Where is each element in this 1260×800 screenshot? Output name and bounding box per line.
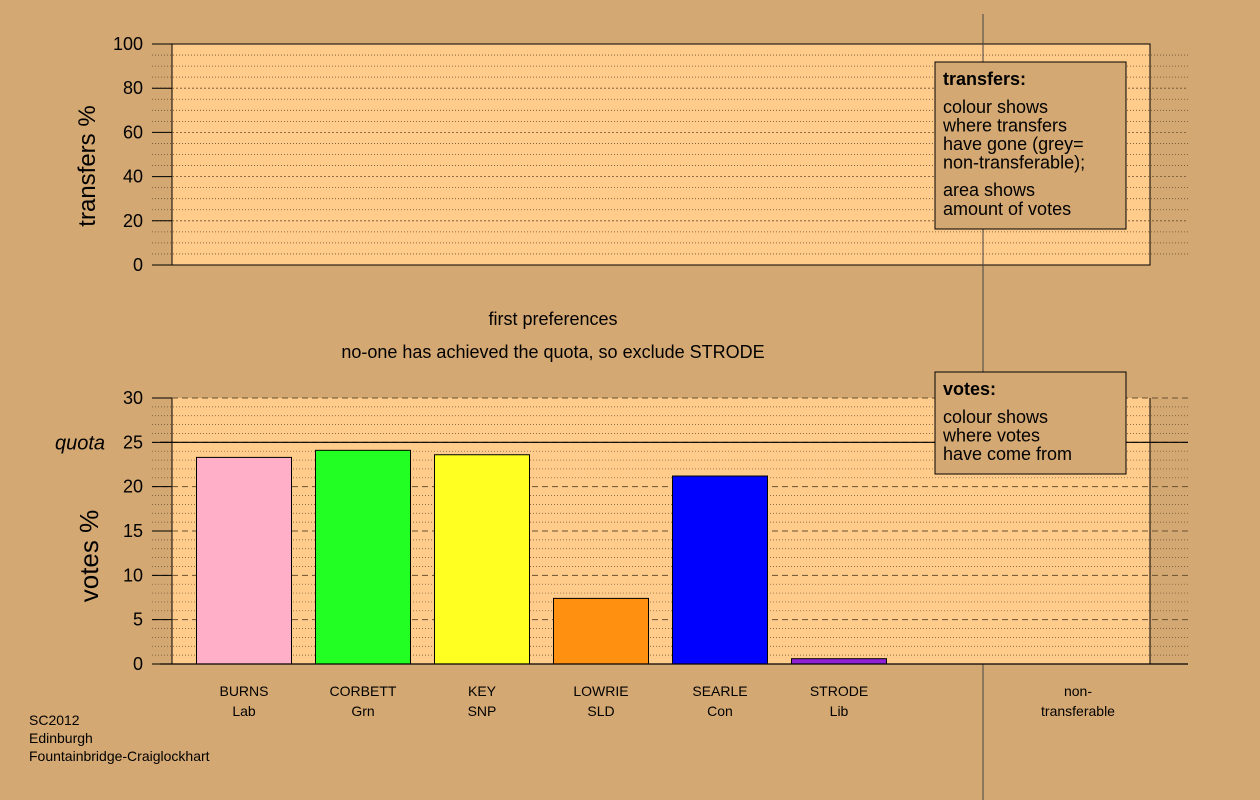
transfers-legend-line: where transfers: [942, 116, 1067, 136]
election-name: SC2012: [29, 712, 80, 728]
votes-tick-label: 30: [123, 388, 143, 408]
candidate-party: SLD: [587, 703, 614, 719]
candidate-party: Grn: [351, 703, 374, 719]
transfers-tick-label: 100: [113, 34, 143, 54]
vote-bar-burns: [196, 456, 292, 665]
transfers-legend-line: non-transferable);: [943, 153, 1085, 173]
votes-tick-label: 10: [123, 565, 143, 585]
transfers-tick-label: 80: [123, 78, 143, 98]
transfers-gridlines: [152, 54, 1188, 255]
transfers-legend-line: have gone (grey=: [943, 134, 1084, 154]
votes-tick-label: 20: [123, 477, 143, 497]
votes-tick-label: 0: [133, 654, 143, 674]
council-name: Edinburgh: [29, 730, 93, 746]
candidate-party: SNP: [468, 703, 497, 719]
candidate-name: BURNS: [219, 683, 268, 699]
votes-tick-label: 5: [133, 610, 143, 630]
candidate-party: Lab: [232, 703, 256, 719]
transfers-tick-label: 20: [123, 211, 143, 231]
transfers-legend-title: transfers:: [943, 69, 1026, 89]
transfers-legend-line: colour shows: [943, 97, 1048, 117]
ward-name: Fountainbridge-Craiglockhart: [29, 748, 210, 764]
transfers-y-axis-label: transfers %: [74, 105, 101, 226]
candidate-party: Con: [707, 703, 733, 719]
stage-subtitle: no-one has achieved the quota, so exclud…: [341, 342, 764, 362]
votes-legend-box: [934, 371, 1127, 475]
votes-legend-line: have come from: [943, 444, 1072, 464]
election-info: SC2012 Edinburgh Fountainbridge-Craigloc…: [29, 711, 210, 765]
votes-bars: [196, 449, 887, 665]
candidate-party: Lib: [830, 703, 849, 719]
candidate-name: SEARLE: [692, 683, 747, 699]
nontransferable-label-line1: non-: [1064, 683, 1092, 699]
transfers-tick-label: 60: [123, 122, 143, 142]
votes-tick-label: 25: [123, 432, 143, 452]
candidate-name: STRODE: [810, 683, 868, 699]
votes-legend-title: votes:: [943, 379, 996, 399]
votes-tick-label: 15: [123, 521, 143, 541]
vote-bar-lowrie: [553, 597, 649, 665]
vote-bar-key: [434, 454, 530, 665]
candidate-name: CORBETT: [330, 683, 397, 699]
transfers-tick-label: 40: [123, 167, 143, 187]
candidate-name: KEY: [468, 683, 497, 699]
transfers-legend-line: amount of votes: [943, 199, 1071, 219]
transfers-tick-label: 0: [133, 255, 143, 275]
vote-bar-strode: [791, 658, 887, 665]
candidate-labels: BURNS Lab CORBETT Grn KEY SNP LOWRIE SLD SEARLE C…: [219, 683, 868, 719]
nontransferable-label: non- transferable: [1041, 683, 1115, 719]
transfers-legend-box: [934, 61, 1127, 230]
nontransferable-label-line2: transferable: [1041, 703, 1115, 719]
votes-legend-line: where votes: [942, 426, 1040, 446]
stage-title: first preferences: [488, 309, 617, 329]
transfers-legend-line: area shows: [943, 180, 1035, 200]
vote-bar-corbett: [315, 449, 411, 665]
vote-bar-searle: [672, 475, 768, 665]
votes-y-ticks: 0 5 10 15 20 25 30: [123, 388, 172, 674]
candidate-name: LOWRIE: [573, 683, 628, 699]
quota-label: quota: [55, 432, 105, 454]
votes-legend-line: colour shows: [943, 407, 1048, 427]
transfers-y-ticks: 0 20 40 60 80 100: [113, 34, 172, 275]
votes-y-axis-label: votes %: [74, 510, 104, 603]
